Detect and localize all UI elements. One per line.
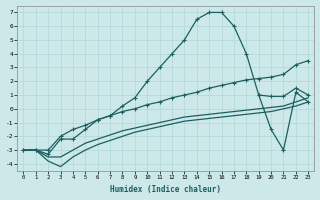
X-axis label: Humidex (Indice chaleur): Humidex (Indice chaleur)	[110, 185, 221, 194]
